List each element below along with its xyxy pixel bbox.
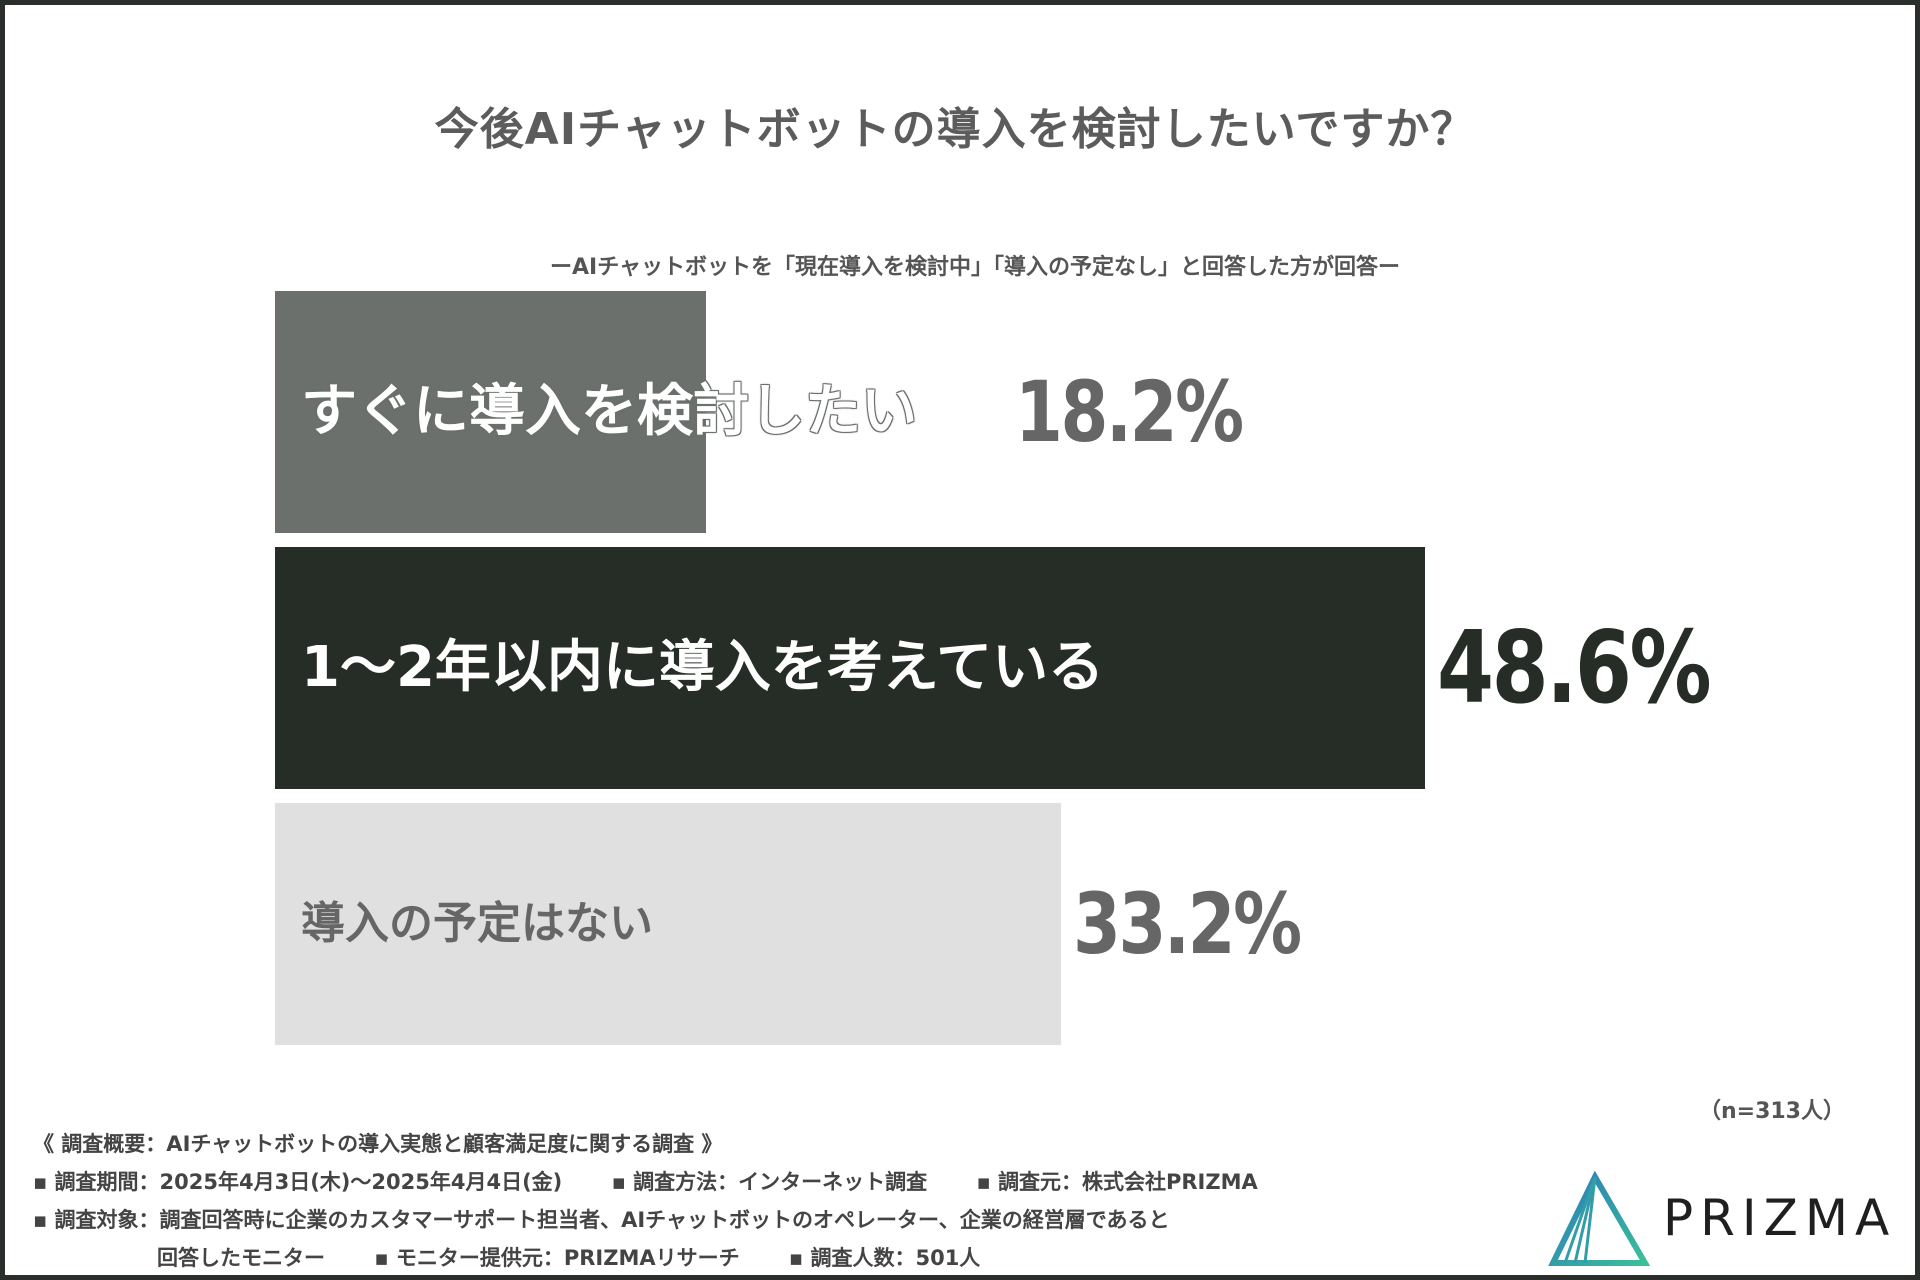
survey-provider: ▪ モニター提供元：PRIZMAリサーチ [374, 1246, 740, 1270]
survey-method: ▪ 調査方法：インターネット調査 [611, 1170, 928, 1194]
bar-label-1: すぐに導入を検討したい [301, 379, 917, 444]
bar-value-2: 48.6% [1437, 609, 1712, 726]
chart-subtitle: ーAIチャットボットを「現在導入を検討中」「導入の予定なし」と回答した方が回答ー [550, 255, 1400, 280]
survey-target: ▪ 調査対象：調査回答時に企業のカスタマーサポート担当者、AIチャットボットのオ… [33, 1208, 1170, 1232]
survey-target-row-2: 回答したモニター ▪ モニター提供元：PRIZMAリサーチ ▪ 調査人数：501… [33, 1239, 1300, 1277]
bar-1 [275, 291, 706, 533]
survey-target-cont: 回答したモニター [157, 1246, 325, 1270]
bar-3 [275, 803, 1061, 1045]
survey-overview: 《 調査概要：AIチャットボットの導入実態と顧客満足度に関する調査 》 [33, 1132, 723, 1156]
survey-source: ▪ 調査元：株式会社PRIZMA [976, 1170, 1258, 1194]
bar-label-3: 導入の予定はない [301, 898, 653, 949]
prizma-logo: PRIZMA [1545, 1170, 1915, 1271]
survey-footer: 《 調査概要：AIチャットボットの導入実態と顧客満足度に関する調査 》 ▪ 調査… [33, 1125, 1300, 1277]
survey-meta-row: ▪ 調査期間：2025年4月3日(木)〜2025年4月4日(金) ▪ 調査方法：… [33, 1163, 1300, 1201]
bar-label-2: 1〜2年以内に導入を考えている [301, 635, 1105, 700]
bar-chart: すぐに導入を検討したい 18.2% 1〜2年以内に導入を考えている 48.6% 導入の予… [275, 291, 1775, 1051]
bar-value-1: 18.2% [1015, 363, 1244, 461]
prism-triangle-icon [1548, 1170, 1651, 1266]
sample-size-note: （n=313人） [1698, 1099, 1845, 1124]
bar-value-3: 33.2% [1073, 875, 1302, 973]
logo-wordmark: PRIZMA [1663, 1189, 1897, 1247]
bar-2 [275, 547, 1425, 789]
survey-count: ▪ 調査人数：501人 [788, 1246, 981, 1270]
survey-period: ▪ 調査期間：2025年4月3日(木)〜2025年4月4日(金) [33, 1170, 563, 1194]
chart-title: 今後AIチャットボットの導入を検討したいですか？ [434, 104, 1476, 155]
